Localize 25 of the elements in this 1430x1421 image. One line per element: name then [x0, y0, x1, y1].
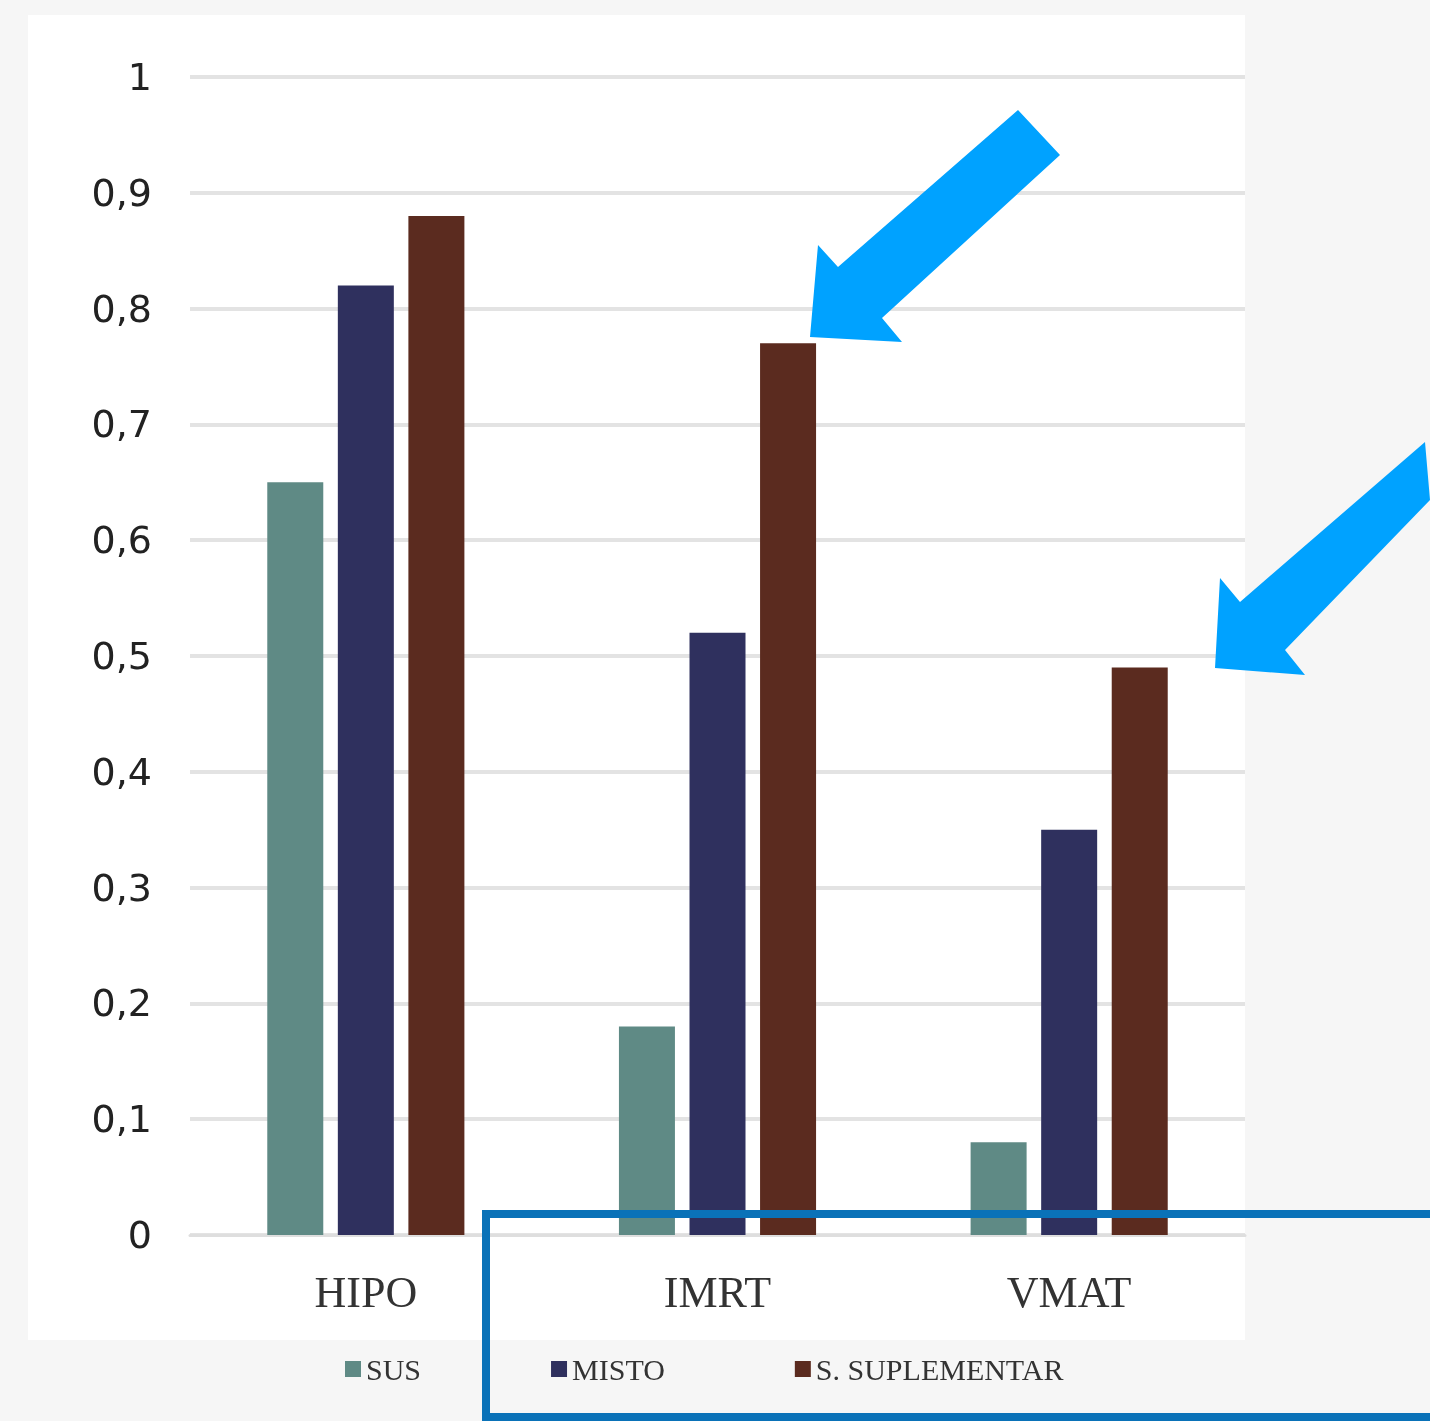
- bar: [267, 482, 324, 1235]
- y-tick-label: 0,3: [91, 865, 152, 910]
- bar: [408, 215, 465, 1235]
- y-tick-label: 0,1: [91, 1097, 152, 1142]
- bar: [689, 632, 746, 1235]
- bar: [760, 343, 817, 1235]
- y-tick-label: 0,9: [91, 170, 152, 215]
- x-tick-label: IMRT: [663, 1267, 772, 1317]
- bar: [1111, 667, 1168, 1235]
- y-tick-label: 0,5: [91, 634, 152, 678]
- y-tick-label: 0,8: [91, 286, 152, 331]
- legend-label: MISTO: [572, 1352, 665, 1386]
- legend-label: SUS: [366, 1352, 422, 1386]
- y-tick-label: 0: [127, 1213, 152, 1257]
- bar: [618, 1026, 675, 1235]
- y-tick-label: 0,7: [91, 402, 152, 447]
- bar: [1041, 829, 1098, 1235]
- x-tick-label: HIPO: [314, 1267, 418, 1317]
- y-tick-label: 0,4: [91, 749, 152, 794]
- legend-label: S. SUPLEMENTAR: [815, 1352, 1064, 1386]
- y-tick-label: 1: [127, 55, 152, 99]
- y-tick-label: 0,6: [91, 518, 152, 563]
- y-tick-label: 0,2: [91, 981, 152, 1026]
- bar: [337, 285, 394, 1235]
- x-tick-label: VMAT: [1006, 1267, 1132, 1317]
